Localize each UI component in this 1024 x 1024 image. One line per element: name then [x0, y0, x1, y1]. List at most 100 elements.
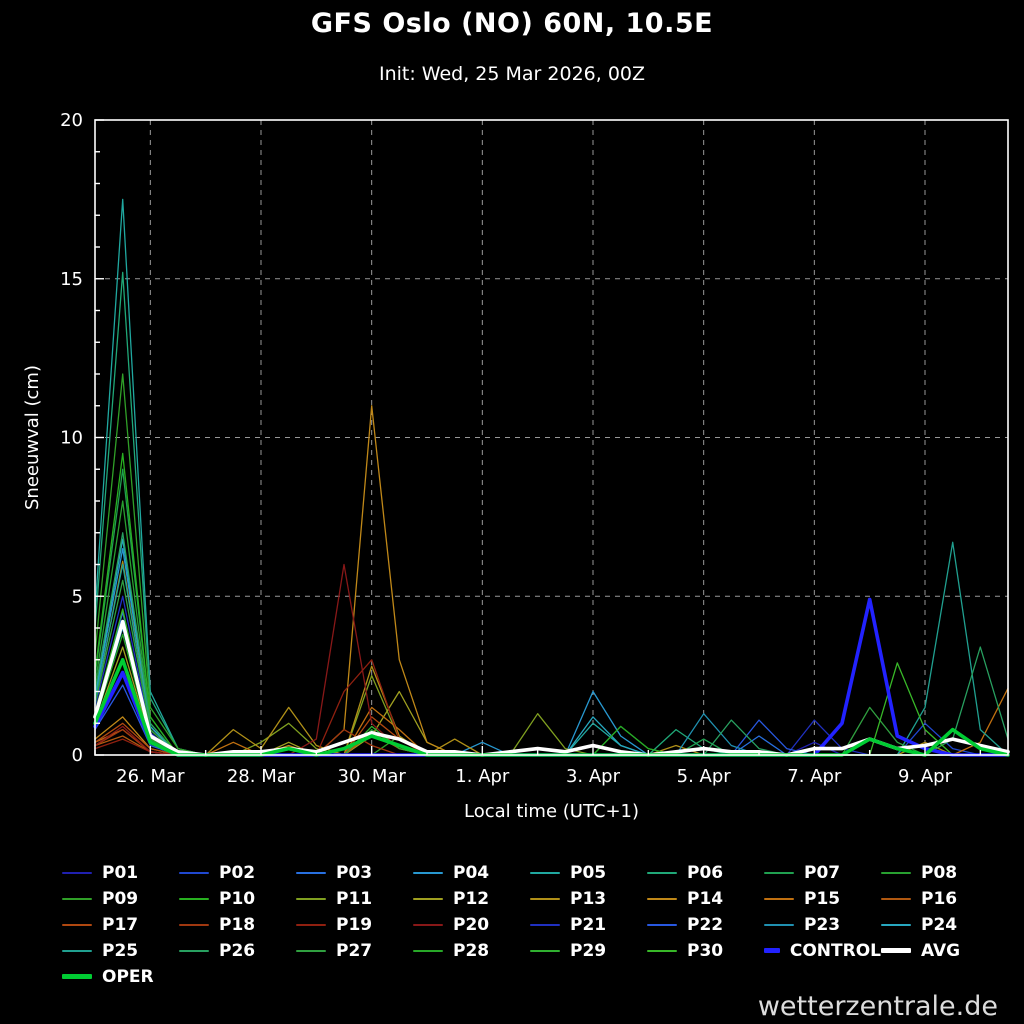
plot-area: 0 5 10 15 20 26. Mar 28. Mar 30. Mar 1. Apr 3. Ap…: [22, 110, 1010, 822]
chart-subtitle: Init: Wed, 25 Mar 2026, 00Z: [378, 63, 646, 85]
legend-swatch-p27: [296, 949, 326, 952]
x-tick-label: 28. Mar: [227, 766, 296, 787]
legend-item-p05: P05: [530, 862, 647, 883]
legend-swatch-p06: [647, 871, 677, 874]
legend-item-p09: P09: [62, 888, 179, 909]
legend-label-p15: P15: [804, 888, 841, 909]
legend-label-p20: P20: [453, 914, 490, 935]
series-line-p08: [94, 500, 1009, 756]
series-line-p30: [94, 608, 1009, 756]
legend-swatch-p23: [764, 923, 794, 926]
legend-item-p13: P13: [530, 888, 647, 909]
legend-label-p04: P04: [453, 862, 490, 883]
legend-swatch-p28: [413, 949, 443, 952]
legend-label-p28: P28: [453, 940, 490, 961]
y-tick-label: 10: [60, 428, 83, 449]
legend-item-p21: P21: [530, 914, 647, 935]
legend-label-p03: P03: [336, 862, 373, 883]
legend-item-p26: P26: [179, 940, 296, 961]
y-tick-label: 0: [72, 745, 83, 766]
series-line-p05: [94, 198, 1009, 756]
legend-label-p29: P29: [570, 940, 607, 961]
legend-item-control: CONTROL: [764, 940, 881, 961]
series-line-p14: [94, 405, 1009, 756]
legend-swatch-p11: [296, 897, 326, 900]
x-tick-label: 3. Apr: [566, 766, 621, 787]
legend-item-p18: P18: [179, 914, 296, 935]
legend-swatch-p26: [179, 949, 209, 952]
legend-swatch-p14: [647, 897, 677, 900]
series-line-avg: [93, 619, 1010, 757]
legend-swatch-p07: [764, 871, 794, 874]
y-tick-label: 15: [60, 269, 83, 290]
legend-label-p02: P02: [219, 862, 256, 883]
legend-swatch-p18: [179, 923, 209, 926]
series-line-p24: [94, 538, 1009, 756]
legend-item-p27: P27: [296, 940, 413, 961]
legend-swatch-p17: [62, 923, 92, 926]
legend-label-p06: P06: [687, 862, 724, 883]
y-axis-label: Sneeuwval (cm): [22, 365, 43, 510]
legend-item-p30: P30: [647, 940, 764, 961]
legend-item-p29: P29: [530, 940, 647, 961]
legend-swatch-control: [764, 948, 780, 953]
legend-label-p07: P07: [804, 862, 841, 883]
legend-swatch-p29: [530, 949, 560, 952]
legend-swatch-p21: [530, 923, 560, 926]
legend-label-p22: P22: [687, 914, 724, 935]
y-tick-label: 5: [72, 586, 83, 607]
legend-label-p27: P27: [336, 940, 373, 961]
legend-label-p14: P14: [687, 888, 724, 909]
legend-item-p14: P14: [647, 888, 764, 909]
legend-label-avg: AVG: [921, 940, 961, 961]
legend-item-oper: OPER: [62, 966, 179, 987]
legend-label-p05: P05: [570, 862, 607, 883]
x-axis-label: Local time (UTC+1): [464, 801, 639, 822]
legend-item-p15: P15: [764, 888, 881, 909]
legend-swatch-p19: [296, 923, 326, 926]
series-line-p13: [94, 560, 1009, 756]
series-line-p23: [94, 627, 1009, 756]
legend-item-p04: P04: [413, 862, 530, 883]
legend-item-p22: P22: [647, 914, 764, 935]
legend-label-p16: P16: [921, 888, 958, 909]
legend-swatch-p05: [530, 871, 560, 874]
series-line-p04: [94, 547, 1009, 756]
legend-item-p16: P16: [881, 888, 998, 909]
legend-item-p24: P24: [881, 914, 998, 935]
legend-label-p01: P01: [102, 862, 139, 883]
legend-label-p30: P30: [687, 940, 724, 961]
series-line-p06: [94, 271, 1009, 756]
legend-item-p07: P07: [764, 862, 881, 883]
legend-label-p12: P12: [453, 888, 490, 909]
legend-label-p23: P23: [804, 914, 841, 935]
legend-item-p25: P25: [62, 940, 179, 961]
legend-swatch-p04: [413, 871, 443, 874]
series-line-p11: [94, 620, 1009, 756]
legend-swatch-p30: [647, 949, 677, 952]
legend-label-p11: P11: [336, 888, 373, 909]
legend-swatch-p13: [530, 897, 560, 900]
legend-label-p24: P24: [921, 914, 958, 935]
legend-item-p23: P23: [764, 914, 881, 935]
legend-item-p12: P12: [413, 888, 530, 909]
series-line-p25: [94, 541, 1009, 756]
series-line-p09: [94, 373, 1009, 756]
legend-label-p18: P18: [219, 914, 256, 935]
legend-item-p06: P06: [647, 862, 764, 883]
legend-label-p17: P17: [102, 914, 139, 935]
legend-label-control: CONTROL: [789, 940, 881, 961]
series-line-p15: [94, 687, 1009, 756]
series-line-p26: [94, 532, 1009, 756]
legend-item-p28: P28: [413, 940, 530, 961]
legend: P01 P02 P03 P04 P05 P06 P07 P08 P09 P10 P11 P12 P13 P…: [62, 862, 998, 987]
series-line-p20: [94, 563, 1009, 756]
legend-swatch-p01: [62, 871, 92, 874]
legend-swatch-p15: [764, 897, 794, 900]
series-line-p22: [94, 684, 1009, 756]
legend-swatch-p20: [413, 923, 443, 926]
legend-label-p19: P19: [336, 914, 373, 935]
legend-item-p19: P19: [296, 914, 413, 935]
watermark: wetterzentrale.de: [757, 991, 998, 1022]
legend-item-p03: P03: [296, 862, 413, 883]
